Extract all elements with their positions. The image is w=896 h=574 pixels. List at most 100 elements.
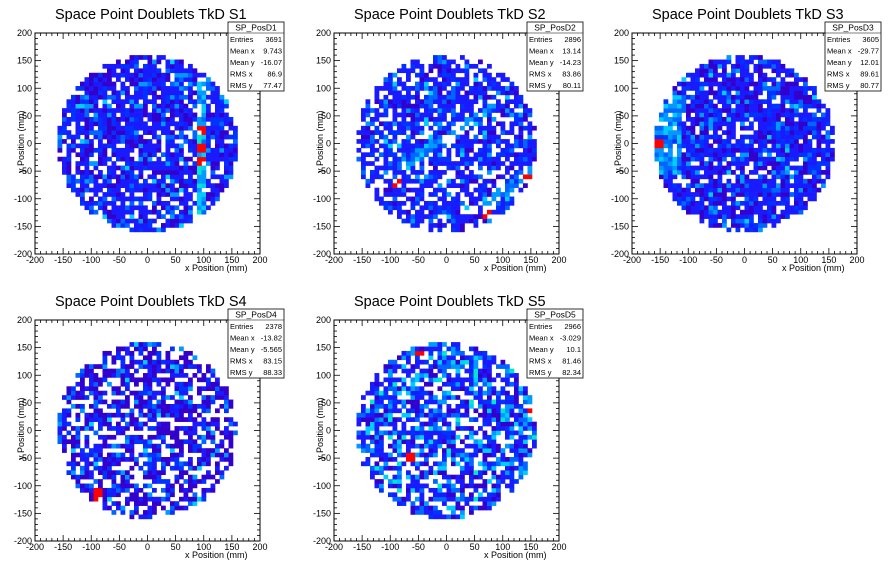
heatmap-bin (361, 434, 366, 440)
heatmap-bin (120, 510, 126, 515)
heatmap-bin (410, 125, 416, 131)
heatmap-bin (686, 86, 691, 91)
heatmap-bin (437, 130, 443, 135)
heatmap-bin (410, 103, 416, 109)
heatmap-bin (794, 165, 799, 171)
heatmap-bin (75, 439, 81, 445)
heatmap-bin (170, 412, 175, 418)
heatmap-bin (771, 134, 777, 140)
heatmap-bin (735, 68, 741, 74)
heatmap-bin (469, 125, 474, 131)
heatmap-bin (518, 161, 524, 166)
heatmap-bin (803, 94, 808, 100)
heatmap-bin (111, 487, 117, 493)
heatmap-bin (708, 77, 714, 82)
heatmap-bin (206, 377, 211, 383)
heatmap-bin (75, 403, 81, 409)
heatmap-bin (428, 399, 434, 405)
heatmap-bin (659, 139, 664, 144)
heatmap-bin (183, 350, 189, 356)
heatmap-bin (753, 196, 759, 202)
heatmap-bin (116, 487, 121, 493)
heatmap-bin (401, 99, 407, 105)
heatmap-bin (704, 161, 709, 166)
heatmap-bin (410, 94, 416, 100)
heatmap-bin (215, 408, 220, 414)
heatmap-bin (460, 147, 465, 153)
heatmap-bin (161, 178, 166, 184)
heatmap-bin (740, 143, 745, 149)
heatmap-bin (165, 223, 171, 228)
heatmap-bin (138, 452, 144, 458)
stats-value: 80.11 (563, 81, 581, 90)
heatmap-bin (726, 55, 732, 60)
heatmap-bin (66, 121, 72, 127)
heatmap-bin (771, 108, 777, 113)
heatmap-bin (116, 192, 121, 197)
heatmap-bin (392, 403, 398, 409)
heatmap-bin (401, 381, 407, 387)
heatmap-bin (749, 90, 754, 96)
heatmap-bin (415, 434, 420, 440)
heatmap-bin (419, 178, 425, 184)
heatmap-bin (120, 426, 126, 431)
heatmap-bin (785, 72, 790, 78)
heatmap-bin (210, 192, 216, 197)
heatmap-bin (428, 426, 434, 431)
heatmap-bin (111, 386, 117, 392)
heatmap-bin (758, 187, 763, 193)
heatmap-bin (116, 390, 121, 396)
heatmap-bin (80, 470, 85, 475)
heatmap-bin (374, 452, 380, 458)
heatmap-bin (129, 218, 135, 224)
heatmap-bin (365, 461, 371, 467)
heatmap-bin (192, 112, 198, 118)
heatmap-bin (762, 112, 768, 118)
heatmap-bin (388, 368, 393, 374)
heatmap-bin (165, 90, 171, 96)
heatmap-bin (699, 161, 705, 166)
heatmap-bin (460, 81, 465, 87)
heatmap-bin (183, 125, 189, 131)
heatmap-bin (740, 170, 745, 175)
heatmap-bin (505, 170, 510, 175)
heatmap-bin (179, 346, 184, 352)
heatmap-bin (442, 72, 447, 78)
heatmap-bin (812, 192, 817, 197)
heatmap-bin (654, 139, 660, 144)
heatmap-bin (464, 174, 470, 180)
heatmap-bin (731, 134, 736, 140)
heatmap-bin (147, 90, 153, 96)
heatmap-bin (165, 421, 171, 427)
heatmap-bin (129, 492, 135, 498)
heatmap-bin (464, 156, 470, 162)
heatmap-bin (201, 130, 207, 135)
heatmap-bin (93, 417, 99, 422)
heatmap-bin (111, 223, 117, 228)
heatmap-bin (686, 205, 691, 211)
heatmap-bin (361, 439, 366, 445)
heatmap-bin (210, 121, 216, 127)
heatmap-bin (663, 108, 669, 113)
heatmap-bin (143, 72, 148, 78)
heatmap-bin (785, 192, 790, 197)
heatmap-bin (401, 209, 407, 215)
heatmap-bin (410, 178, 416, 184)
heatmap-bin (179, 214, 184, 219)
heatmap-bin (424, 205, 429, 211)
heatmap-bin (812, 165, 817, 171)
heatmap-bin (690, 108, 696, 113)
heatmap-bin (758, 103, 763, 109)
heatmap-bin (120, 112, 126, 118)
heatmap-bin (717, 59, 723, 65)
heatmap-bin (174, 505, 180, 511)
heatmap-bin (156, 501, 162, 506)
heatmap-bin (134, 439, 139, 445)
heatmap-bin (794, 125, 799, 131)
heatmap-bin (361, 174, 366, 180)
heatmap-bin (147, 364, 153, 369)
heatmap-bin (192, 448, 198, 453)
heatmap-bin (780, 130, 786, 135)
heatmap-bin (514, 178, 519, 184)
y-axis-label: y Position (mm) (16, 110, 26, 173)
